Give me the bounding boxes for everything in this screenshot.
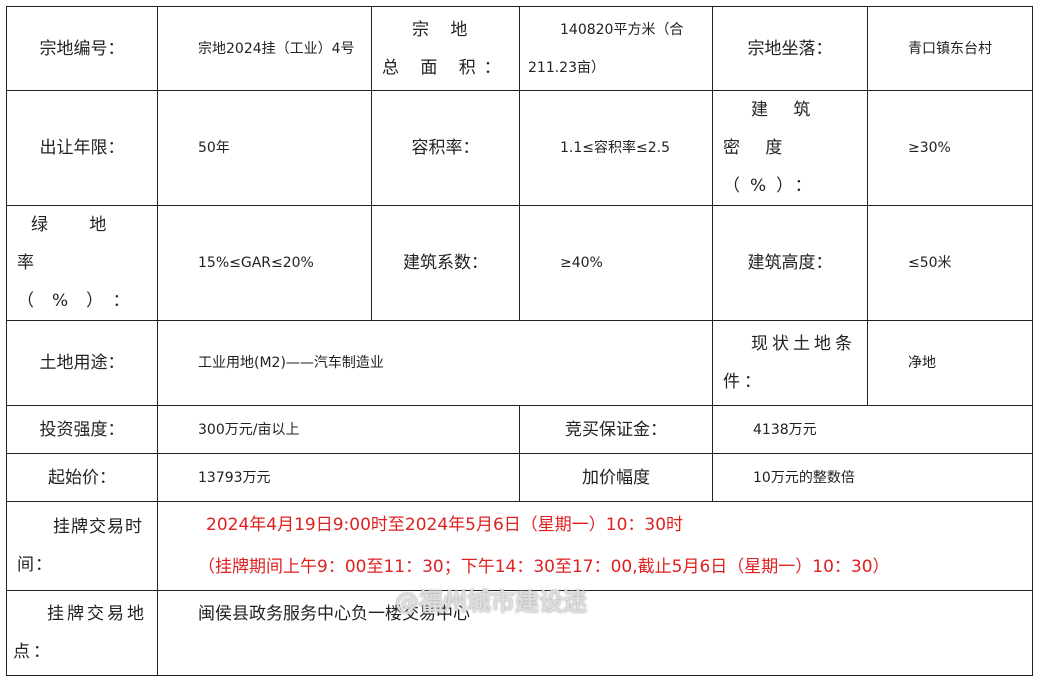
parcel-id-value: 宗地2024挂（工业）4号 xyxy=(157,6,372,91)
green-ratio-label: 绿 地 率（%）： xyxy=(6,205,158,321)
deposit-label: 竞买保证金： xyxy=(519,405,713,454)
building-coefficient-value: ≥40% xyxy=(519,205,713,321)
height-value: ≤50米 xyxy=(867,205,1033,321)
total-area-value: 140820平方米（合211.23亩） xyxy=(519,6,713,91)
far-label: 容积率： xyxy=(371,90,520,206)
listing-time-label: 挂牌交易时间： xyxy=(6,501,158,591)
land-condition-value: 净地 xyxy=(867,320,1033,406)
density-value: ≥30% xyxy=(867,90,1033,206)
land-condition-label: 现状土地条件： xyxy=(712,320,868,406)
land-use-label: 土地用途： xyxy=(6,320,158,406)
land-info-table: 宗地编号： 宗地2024挂（工业）4号 宗 地 总 面 积： 140820平方米… xyxy=(6,6,1033,676)
listing-place-label: 挂牌交易地点： xyxy=(6,590,158,676)
deposit-value: 4138万元 xyxy=(712,405,1033,454)
investment-label: 投资强度： xyxy=(6,405,158,454)
watermark: @福州城市建设迷 xyxy=(395,588,587,616)
listing-hours: （挂牌期间上午9：00至11：30；下午14：30至17：00,截止5月6日（星… xyxy=(198,557,890,577)
density-label: 建 筑 密 度（%）： xyxy=(712,90,868,206)
total-area-label: 宗 地 总 面 积： xyxy=(371,6,520,91)
starting-price-label: 起始价： xyxy=(6,453,158,502)
term-label: 出让年限： xyxy=(6,90,158,206)
listing-period: 2024年4月19日9:00时至2024年5月6日（星期一）10：30时 xyxy=(206,515,684,535)
increment-label: 加价幅度 xyxy=(519,453,713,502)
location-value: 青口镇东台村 xyxy=(867,6,1033,91)
far-value: 1.1≤容积率≤2.5 xyxy=(519,90,713,206)
location-label: 宗地坐落： xyxy=(712,6,868,91)
green-ratio-value: 15%≤GAR≤20% xyxy=(157,205,372,321)
increment-value: 10万元的整数倍 xyxy=(712,453,1033,502)
listing-place-value: 闽侯县政务服务中心负一楼交易中心 xyxy=(157,590,1033,676)
height-label: 建筑高度： xyxy=(712,205,868,321)
parcel-id-label: 宗地编号： xyxy=(6,6,158,91)
investment-value: 300万元/亩以上 xyxy=(157,405,520,454)
term-value: 50年 xyxy=(157,90,372,206)
starting-price-value: 13793万元 xyxy=(157,453,520,502)
land-use-value: 工业用地(M2)——汽车制造业 xyxy=(157,320,713,406)
listing-time-value: 2024年4月19日9:00时至2024年5月6日（星期一）10：30时 （挂牌… xyxy=(157,501,1033,591)
building-coefficient-label: 建筑系数： xyxy=(371,205,520,321)
